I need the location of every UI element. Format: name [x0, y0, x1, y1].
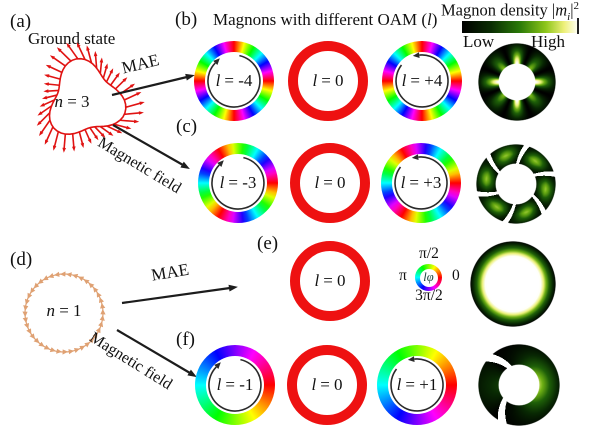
ring-label: l = -3	[198, 143, 278, 223]
ring-hole	[388, 356, 446, 414]
oam-ring-l-plus1: l = +1	[377, 345, 457, 425]
ring-hole	[392, 154, 450, 212]
n1-label: n = 1	[34, 302, 94, 320]
circulation-arrow-icon	[207, 54, 261, 108]
circulation-arrow-icon	[208, 358, 262, 412]
n3-label: n = 3	[42, 93, 102, 111]
ring-val: = +4	[410, 71, 443, 90]
magnon-density-ring-c	[474, 142, 558, 226]
colorbar-tick	[577, 18, 579, 34]
ring-label: l = +4	[382, 41, 462, 121]
ring-val: = 0	[323, 271, 346, 290]
density-title-bar: |	[570, 0, 574, 20]
circulation-arrow-icon	[211, 156, 265, 210]
ring-var: l	[314, 271, 320, 290]
ground-state-n3-spin-texture	[36, 42, 145, 153]
ring-val: = +3	[409, 173, 442, 192]
panel-e-letter: (e)	[257, 233, 279, 254]
magnon-density-ring-b	[477, 42, 557, 122]
circulation-arrow-icon	[394, 154, 448, 210]
ring-color-band	[290, 241, 370, 321]
n3-var: n	[54, 92, 63, 111]
phase-label-zero: 0	[452, 267, 460, 284]
n1-var: n	[46, 301, 55, 320]
phase-wheel-hole	[419, 268, 438, 287]
phase-color-wheel-legend: lφ	[415, 264, 442, 291]
ring-label: l = -1	[195, 345, 275, 425]
ring-color-band	[288, 41, 368, 121]
phase-wheel-center-label: lφ	[423, 270, 434, 284]
phase-label-pi-half: π/2	[419, 245, 439, 262]
ground-state-n1-spin-texture	[22, 271, 106, 355]
ring-label: l = -4	[194, 41, 274, 121]
oam-ring-l-plus4: l = +4	[382, 41, 462, 121]
ring-label: l = 0	[287, 345, 367, 425]
ring-color-band	[287, 345, 367, 425]
figure-title-var: l	[427, 10, 432, 29]
ring-var: l	[215, 71, 221, 90]
oam-ring-l0-f: l = 0	[287, 345, 367, 425]
ground-state-title: Ground state	[28, 29, 116, 48]
circulation-arrow-icon	[390, 356, 444, 412]
oam-ring-l-minus3: l = -3	[198, 143, 278, 223]
figure-title-close: )	[431, 10, 438, 29]
oam-ring-l0-e: l = 0	[290, 241, 370, 321]
ring-color-band	[290, 143, 370, 223]
density-title-sub: i	[567, 10, 571, 23]
ring-val: = 0	[320, 375, 343, 394]
phase-label-pi: π	[399, 267, 407, 284]
ring-val: = -3	[228, 173, 257, 192]
n3-val: = 3	[67, 92, 90, 111]
density-colorbar-title: Magnon density |mi|2	[441, 0, 580, 23]
figure-title: Magnons with different OAM (l)	[213, 11, 437, 29]
ring-var: l	[216, 375, 222, 394]
ring-label: l = +3	[381, 143, 461, 223]
ring-val: = -4	[224, 71, 253, 90]
density-title-sup: 2	[573, 0, 580, 12]
phase-label-3pi-half: 3π/2	[415, 287, 443, 304]
density-title-var: m	[555, 0, 568, 20]
ring-label: l = 0	[288, 41, 368, 121]
oam-ring-l-plus3: l = +3	[381, 143, 461, 223]
magnon-density-ring-f	[477, 343, 561, 427]
ring-var: l	[314, 173, 320, 192]
n1-val: = 1	[59, 301, 82, 320]
ring-var: l	[312, 71, 318, 90]
density-title-text: Magnon density |	[441, 0, 556, 20]
ring-val: = -1	[225, 375, 254, 394]
ring-var: l	[396, 375, 402, 394]
panel-a-letter: (a)	[10, 11, 32, 32]
circulation-arrow-icon	[395, 52, 449, 108]
panel-d-letter: (d)	[10, 249, 33, 270]
oam-ring-l0-b: l = 0	[288, 41, 368, 121]
ring-hole	[393, 52, 451, 110]
panel-f-letter: (f)	[176, 329, 195, 350]
ring-label: l = 0	[290, 241, 370, 321]
ring-label: l = +1	[377, 345, 457, 425]
panel-c-letter: (c)	[176, 116, 198, 137]
magnon-density-ring-e	[469, 240, 557, 328]
ring-var: l	[401, 71, 407, 90]
ring-var: l	[400, 173, 406, 192]
oam-ring-l-minus4: l = -4	[194, 41, 274, 121]
ring-val: = 0	[323, 173, 346, 192]
panel-b-letter: (b)	[175, 9, 198, 30]
oam-ring-l0-c: l = 0	[290, 143, 370, 223]
oam-ring-l-minus1: l = -1	[195, 345, 275, 425]
ring-var: l	[311, 375, 317, 394]
ring-val: = +1	[405, 375, 438, 394]
ring-val: = 0	[321, 71, 344, 90]
density-colorbar	[462, 21, 578, 33]
ring-label: l = 0	[290, 143, 370, 223]
ring-var: l	[219, 173, 225, 192]
figure-title-text: Magnons with different OAM (	[213, 10, 428, 29]
